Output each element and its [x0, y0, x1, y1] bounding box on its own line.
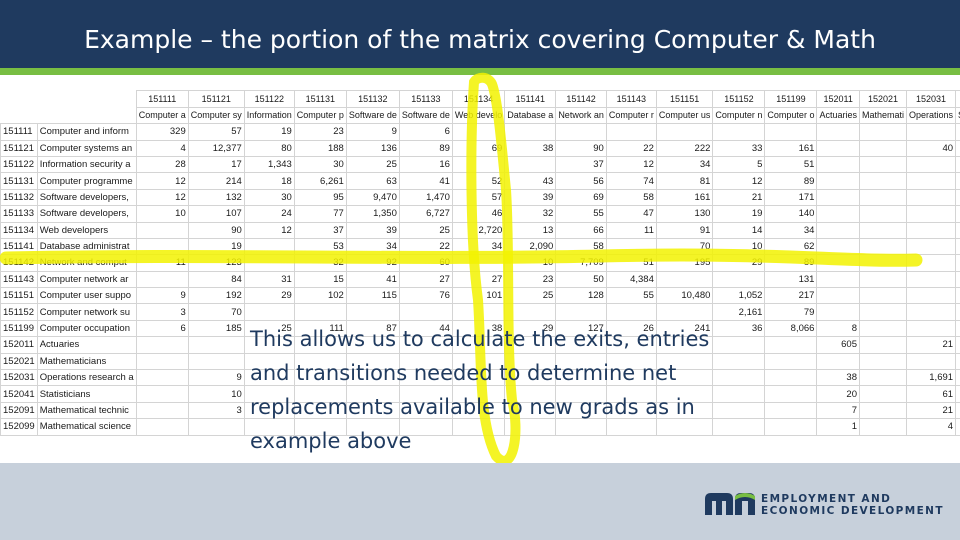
slide-note: This allows us to calculate the exits, e…: [250, 327, 710, 453]
logo-text: EMPLOYMENT AND ECONOMIC DEVELOPMENT: [761, 493, 944, 517]
table-row: 151122 Information security a 28 17 1,343 30 2…: [0, 155, 960, 174]
matrix-cell: 37: [293, 221, 347, 239]
logo-line-1: EMPLOYMENT AND: [761, 493, 892, 505]
matrix-cell: [858, 418, 908, 436]
matrix-cell: 1: [816, 418, 860, 436]
logo-line-2: ECONOMIC DEVELOPMENT: [761, 505, 944, 517]
matrix-cell: [605, 418, 657, 436]
spreadsheet-screenshot: 151111 151121 151122 151131 151132 151133 1511…: [0, 75, 960, 463]
matrix-cell: 4: [955, 418, 960, 436]
matrix-cell: [135, 418, 189, 436]
column-code-row: 151111 151121 151122 151131 151132 151133 1511…: [1, 90, 960, 108]
table-row: 152021 Mathematicians: [0, 352, 960, 371]
table-row: 151143 Computer network ar 84 31 15 41 27 27 23 5…: [0, 270, 960, 289]
row-highlight-stroke: [0, 248, 923, 267]
accent-bar: [0, 68, 960, 75]
matrix-cell: 79: [764, 303, 818, 321]
matrix-cell: 10: [135, 205, 189, 223]
table-row: 151151 Computer user suppo 9 192 29 102 115 76 1…: [0, 287, 960, 305]
transition-matrix-table: 151111 151121 151122 151131 151132 151133 1511…: [0, 75, 960, 436]
table-row: 151152 Computer network su 3 70 2,161 79: [0, 303, 960, 321]
title-bar: Example – the portion of the matrix cove…: [0, 0, 960, 68]
deed-logo: EMPLOYMENT AND ECONOMIC DEVELOPMENT: [705, 490, 945, 524]
matrix-cell: [764, 418, 818, 436]
table-row: 151134 Web developers 90 12 37 39 25 2,720 13 66 1…: [0, 221, 960, 239]
mn-logo-mark: [705, 493, 755, 515]
table-row: 151133 Software developers, 10 107 24 77 1,350…: [0, 205, 960, 223]
matrix-cell: [243, 418, 295, 436]
table-row: 151131 Computer programme 12 214 18 6,261 63 41…: [0, 172, 960, 190]
matrix-cell: 4: [906, 418, 957, 436]
table-row: 152011Actuaries60521355: [0, 336, 960, 354]
matrix-cell: [293, 418, 347, 436]
slide-title: Example – the portion of the matrix cove…: [84, 25, 876, 54]
footer-band: [0, 463, 960, 540]
column-highlight-loop: [466, 72, 521, 466]
